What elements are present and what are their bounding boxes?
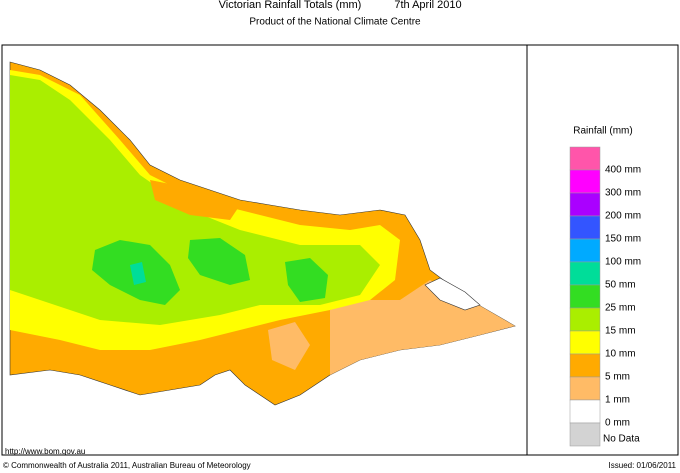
legend-label: 0 mm [605, 418, 630, 429]
legend-swatch [569, 422, 601, 447]
legend: 400 mm 300 mm 200 mm 150 mm 100 mm 50 mm 25 mm… [569, 146, 641, 447]
region-0mm [424, 277, 481, 311]
legend-swatch [569, 399, 601, 424]
legend-swatch [569, 261, 601, 286]
legend-label: 25 mm [605, 303, 636, 314]
date: 7th April 2010 [394, 0, 461, 11]
legend-swatch [569, 330, 601, 355]
legend-swatch [569, 146, 601, 171]
legend-swatch [569, 215, 601, 240]
legend-label: 400 mm [605, 165, 641, 176]
legend-label: 5 mm [605, 372, 630, 383]
legend-label: 50 mm [605, 280, 636, 291]
url: http://www.bom.gov.au [5, 447, 85, 456]
legend-label: 200 mm [605, 211, 641, 222]
legend-swatch [569, 192, 601, 217]
legend-swatch [569, 376, 601, 401]
legend-title: Rainfall (mm) [573, 126, 632, 137]
legend-label: 1 mm [605, 395, 630, 406]
region-1mm-west [268, 322, 310, 370]
legend-swatch [569, 353, 601, 378]
copyright: © Commonwealth of Australia 2011, Austra… [3, 461, 251, 470]
legend-label: 15 mm [605, 326, 636, 337]
legend-swatch [569, 169, 601, 194]
subtitle: Product of the National Climate Centre [249, 17, 421, 28]
issued: Issued: 01/06/2011 [609, 461, 677, 470]
map [9, 61, 516, 406]
legend-swatch [569, 307, 601, 332]
region-50mm [130, 262, 146, 285]
legend-label: 100 mm [605, 257, 641, 268]
region-25mm-b [188, 238, 250, 285]
legend-label: 10 mm [605, 349, 636, 360]
region-25mm-c [285, 258, 328, 302]
legend-label: 300 mm [605, 188, 641, 199]
legend-swatch [569, 284, 601, 309]
legend-label: No Data [603, 434, 640, 445]
frame [1, 44, 679, 456]
title: Victorian Rainfall Totals (mm) [219, 0, 362, 11]
legend-label: 150 mm [605, 234, 641, 245]
legend-swatch [569, 238, 601, 263]
region-5mm-north [150, 180, 240, 220]
